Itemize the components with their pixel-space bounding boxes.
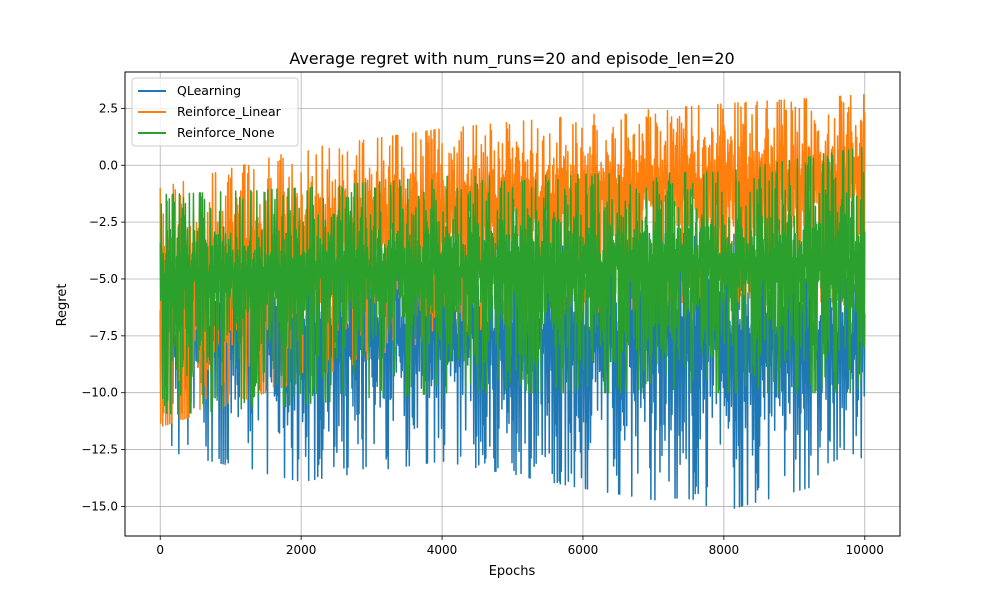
x-tick-label: 8000 xyxy=(709,543,740,557)
y-tick-label: −7.5 xyxy=(89,329,118,343)
legend-label: Reinforce_None xyxy=(177,125,275,140)
y-tick-label: 2.5 xyxy=(99,101,118,115)
y-tick-label: 0.0 xyxy=(99,158,118,172)
y-tick-label: −5.0 xyxy=(89,272,118,286)
series-line-reinforce-none xyxy=(159,146,866,415)
x-axis-label: Epochs xyxy=(489,564,536,579)
y-tick-label: −10.0 xyxy=(81,386,118,400)
y-tick-label: −15.0 xyxy=(81,499,118,513)
x-tick-label: 4000 xyxy=(427,543,458,557)
series-lines xyxy=(159,94,866,509)
x-tick-label: 2000 xyxy=(286,543,317,557)
y-tick-label: −12.5 xyxy=(81,443,118,457)
y-tick-label: −2.5 xyxy=(89,215,118,229)
legend: QLearning Reinforce_Linear Reinforce_None xyxy=(131,77,299,147)
legend-label: Reinforce_Linear xyxy=(177,104,282,119)
legend-box xyxy=(131,77,299,147)
x-tick-label: 10000 xyxy=(846,543,884,557)
x-tick-label: 0 xyxy=(156,543,164,557)
x-tick-label: 6000 xyxy=(568,543,599,557)
legend-label: QLearning xyxy=(177,83,241,98)
chart-title: Average regret with num_runs=20 and epis… xyxy=(289,49,734,69)
axis-ticks: 0 2000 4000 6000 8000 10000 2.5 0.0 −2.5 −5.0 −7.5… xyxy=(81,101,884,557)
plot-frame xyxy=(124,71,901,537)
y-axis-label: Regret xyxy=(55,284,70,327)
